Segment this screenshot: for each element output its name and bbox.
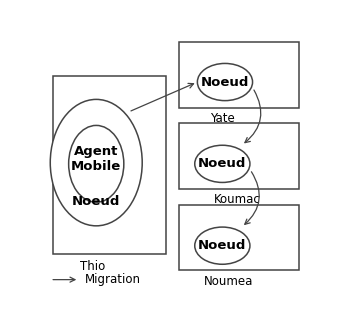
Text: Migration: Migration: [84, 273, 140, 286]
Bar: [179, 123, 299, 189]
Text: Noumea: Noumea: [204, 275, 254, 288]
Ellipse shape: [197, 63, 253, 100]
Text: Noeud: Noeud: [198, 239, 246, 252]
Ellipse shape: [195, 145, 250, 183]
Ellipse shape: [195, 227, 250, 264]
Text: Yate: Yate: [210, 112, 235, 125]
Text: Koumac: Koumac: [214, 193, 260, 206]
Text: Noeud: Noeud: [72, 194, 120, 208]
Bar: [179, 205, 299, 270]
Text: Thio: Thio: [80, 260, 105, 273]
Ellipse shape: [68, 125, 124, 202]
Ellipse shape: [50, 99, 142, 226]
Text: Noeud: Noeud: [201, 76, 249, 89]
Bar: [53, 76, 166, 254]
Text: Noeud: Noeud: [198, 157, 246, 170]
Bar: [179, 43, 299, 108]
Text: Agent
Mobile: Agent Mobile: [71, 145, 121, 173]
